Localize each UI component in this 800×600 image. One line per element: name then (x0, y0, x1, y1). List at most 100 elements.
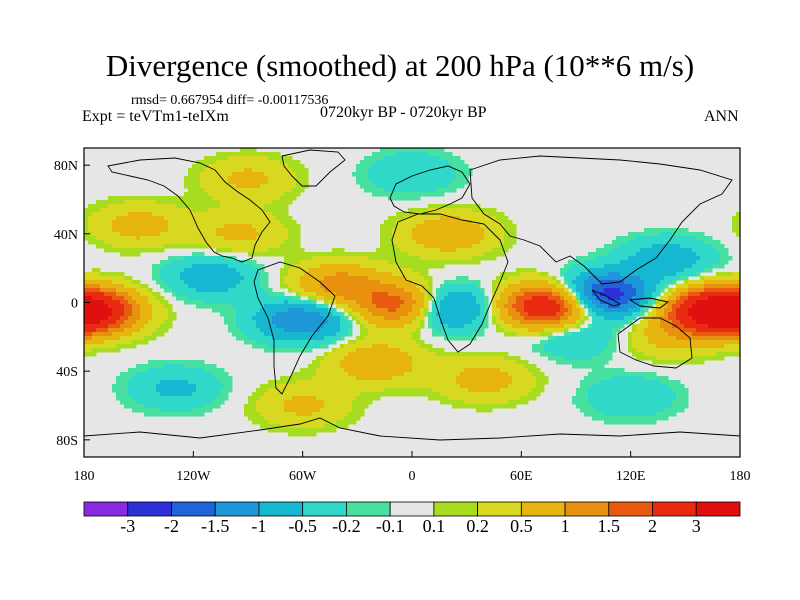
field-cell (596, 300, 601, 305)
field-cell (92, 296, 97, 301)
field-cell (472, 244, 477, 249)
field-cell (372, 312, 377, 317)
field-cell (404, 220, 409, 225)
field-cell (160, 212, 165, 217)
field-cell (112, 324, 117, 329)
field-cell (428, 184, 433, 189)
field-cell (140, 204, 145, 209)
field-cell (672, 256, 677, 261)
field-cell (120, 248, 125, 253)
field-cell (396, 280, 401, 285)
field-cell (464, 244, 469, 249)
field-cell (608, 268, 613, 273)
field-cell (556, 328, 561, 333)
field-cell (220, 156, 225, 161)
field-cell (484, 212, 489, 217)
field-cell (212, 264, 217, 269)
field-cell (540, 328, 545, 333)
field-cell (464, 256, 469, 261)
field-cell (496, 316, 501, 321)
field-cell (384, 232, 389, 237)
field-cell (156, 324, 161, 329)
field-cell (660, 232, 665, 237)
field-cell (112, 312, 117, 317)
field-cell (388, 268, 393, 273)
field-cell (280, 328, 285, 333)
field-cell (444, 252, 449, 257)
field-cell (288, 248, 293, 253)
field-cell (356, 316, 361, 321)
field-cell (644, 256, 649, 261)
field-cell (720, 304, 725, 309)
field-cell (224, 200, 229, 205)
field-cell (280, 188, 285, 193)
field-cell (244, 244, 249, 249)
field-cell (620, 312, 625, 317)
field-cell (396, 160, 401, 165)
field-cell (404, 164, 409, 169)
field-cell (100, 340, 105, 345)
field-cell (408, 324, 413, 329)
field-cell (236, 152, 241, 157)
field-cell (552, 316, 557, 321)
field-cell (368, 344, 373, 349)
field-cell (548, 336, 553, 341)
field-cell (544, 280, 549, 285)
field-cell (276, 248, 281, 253)
field-cell (220, 216, 225, 221)
field-cell (248, 232, 253, 237)
field-cell (88, 312, 93, 317)
field-cell (136, 288, 141, 293)
field-cell (480, 232, 485, 237)
field-cell (528, 320, 533, 325)
field-cell (184, 236, 189, 241)
field-cell (148, 336, 153, 341)
field-cell (356, 340, 361, 345)
field-cell (344, 308, 349, 313)
field-cell (344, 288, 349, 293)
field-cell (444, 316, 449, 321)
field-cell (260, 212, 265, 217)
field-cell (336, 316, 341, 321)
field-cell (148, 220, 153, 225)
field-cell (288, 276, 293, 281)
field-cell (576, 296, 581, 301)
field-cell (172, 280, 177, 285)
field-cell (296, 228, 301, 233)
field-cell (576, 340, 581, 345)
field-cell (648, 272, 653, 277)
field-cell (708, 300, 713, 305)
field-cell (728, 272, 733, 277)
field-cell (680, 312, 685, 317)
field-cell (136, 296, 141, 301)
field-cell (464, 252, 469, 257)
field-cell (596, 288, 601, 293)
field-cell (268, 328, 273, 333)
field-cell (728, 296, 733, 301)
field-cell (348, 328, 353, 333)
field-cell (156, 296, 161, 301)
field-cell (276, 240, 281, 245)
field-cell (416, 156, 421, 161)
field-cell (192, 172, 197, 177)
field-cell (664, 324, 669, 329)
field-cell (672, 324, 677, 329)
field-cell (676, 300, 681, 305)
field-cell (644, 260, 649, 265)
field-cell (188, 228, 193, 233)
field-cell (360, 184, 365, 189)
field-cell (208, 176, 213, 181)
field-cell (408, 172, 413, 177)
field-cell (136, 340, 141, 345)
field-cell (340, 276, 345, 281)
field-cell (476, 284, 481, 289)
field-cell (440, 244, 445, 249)
field-cell (284, 232, 289, 237)
field-cell (664, 240, 669, 245)
field-cell (100, 292, 105, 297)
field-cell (464, 220, 469, 225)
field-cell (188, 196, 193, 201)
field-cell (700, 304, 705, 309)
field-cell (648, 324, 653, 329)
field-cell (632, 332, 637, 337)
